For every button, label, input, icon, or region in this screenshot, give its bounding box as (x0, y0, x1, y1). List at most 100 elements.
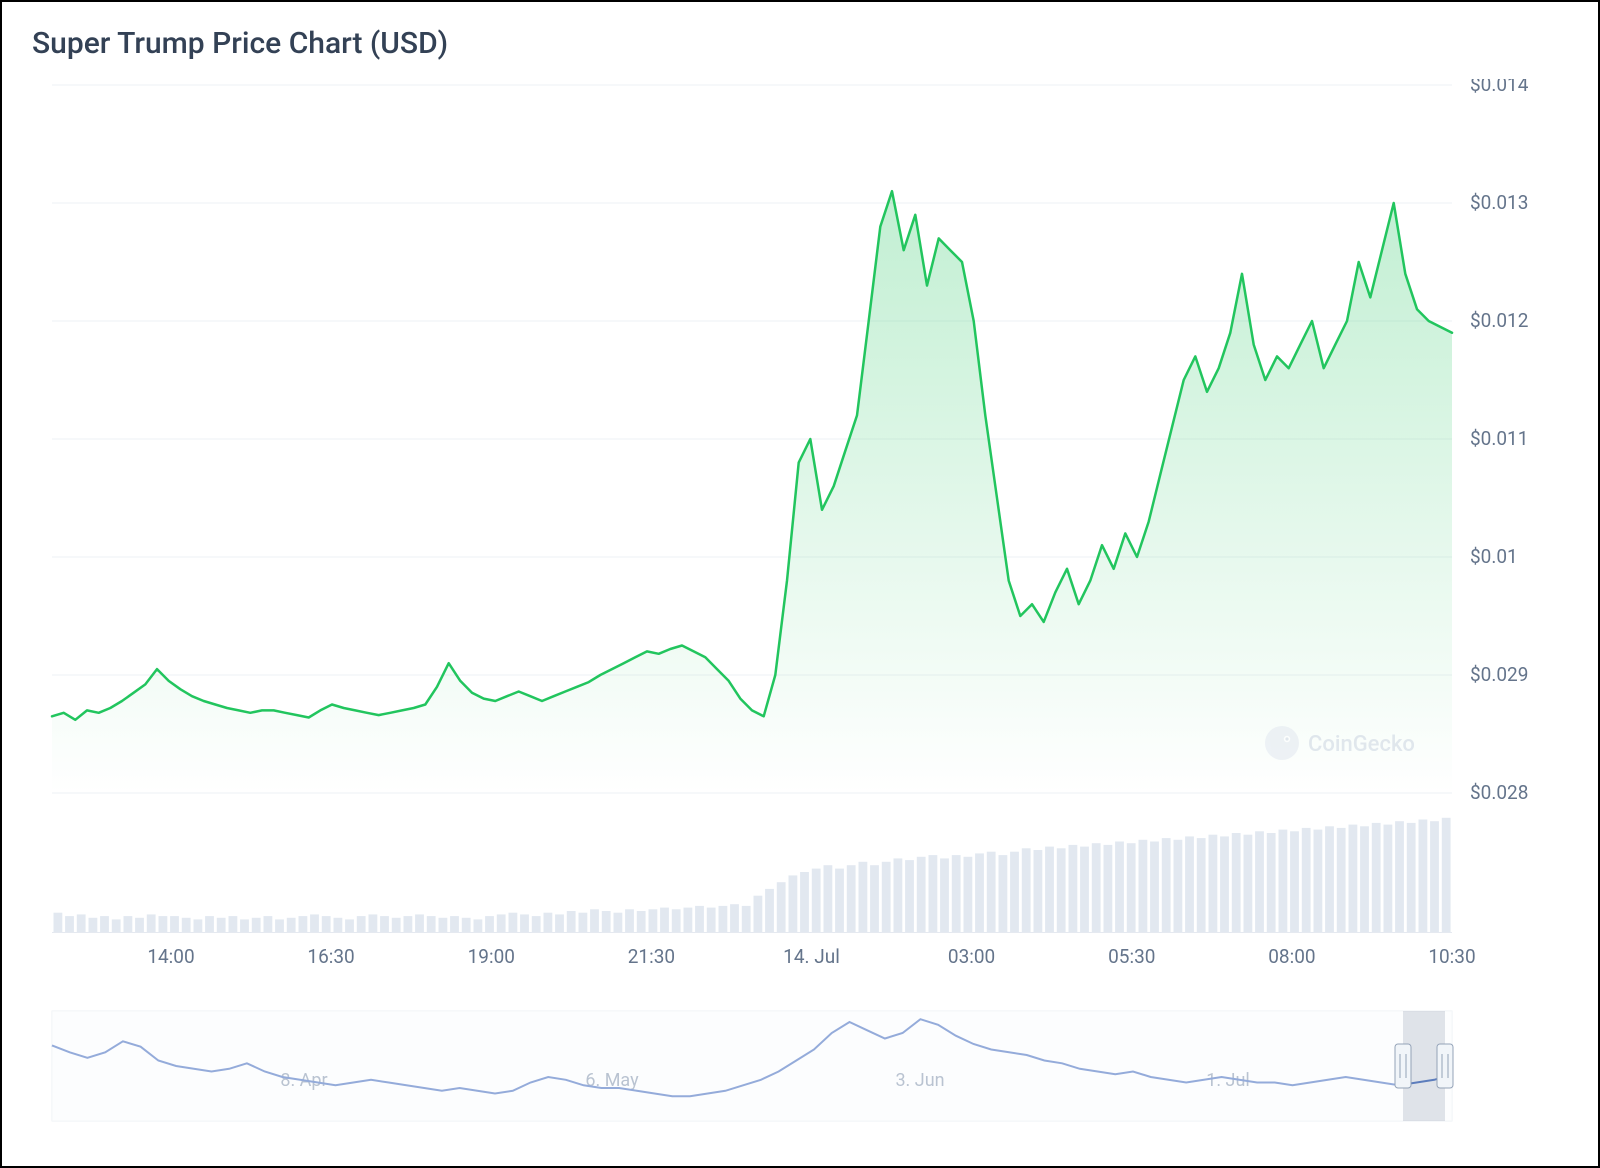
volume-bar (1255, 831, 1264, 933)
volume-bar (835, 869, 844, 933)
volume-bar (439, 918, 448, 933)
volume-bar (952, 855, 961, 933)
volume-bar (520, 914, 529, 933)
volume-bar (1395, 821, 1404, 933)
volume-bar (1384, 825, 1393, 933)
volume-bar (1115, 842, 1124, 934)
volume-bar (590, 909, 599, 933)
navigator-handle[interactable] (1395, 1044, 1411, 1088)
volume-bar (322, 916, 331, 933)
volume-bar (240, 919, 249, 933)
volume-bar (1419, 820, 1428, 934)
volume-bar (1337, 828, 1346, 933)
navigator-handle[interactable] (1437, 1044, 1453, 1088)
volume-bar (345, 919, 354, 933)
x-tick-label: 19:00 (468, 945, 515, 968)
volume-bar (182, 918, 191, 933)
volume-bar (894, 858, 903, 933)
volume-bar (1244, 835, 1253, 933)
volume-bar (567, 911, 576, 933)
volume-bar (1174, 840, 1183, 933)
volume-bar (964, 857, 973, 933)
volume-bar (1022, 848, 1031, 933)
volume-bar (1057, 848, 1066, 933)
y-tick-label: $0.014 (1470, 79, 1529, 96)
x-axis-area: 14:0016:3019:0021:3014. Jul03:0005:3008:… (32, 933, 1568, 979)
volume-bar (1197, 838, 1206, 933)
x-tick-label: 10:30 (1428, 945, 1475, 968)
volume-bar (1209, 835, 1218, 933)
volume-bar (1290, 831, 1299, 933)
volume-bar (637, 911, 646, 933)
volume-bar (89, 918, 98, 933)
volume-bar (450, 916, 459, 933)
volume-bar (987, 852, 996, 933)
volume-bar (369, 914, 378, 933)
volume-bar (1314, 830, 1323, 933)
volume-bar (847, 865, 856, 933)
volume-bar (940, 858, 949, 933)
volume-chart-area (32, 803, 1568, 933)
price-area-fill (52, 191, 1452, 793)
volume-bar (1150, 842, 1159, 934)
volume-bar (660, 908, 669, 933)
volume-bar (695, 906, 704, 933)
x-tick-label: 14:00 (147, 945, 194, 968)
volume-bar (719, 906, 728, 933)
volume-bar (485, 916, 494, 933)
volume-bar (882, 862, 891, 933)
volume-bar (229, 916, 238, 933)
volume-bar (859, 862, 868, 933)
volume-bar (614, 913, 623, 933)
volume-bar (474, 919, 483, 933)
volume-bar (54, 913, 63, 933)
volume-bar (287, 918, 296, 933)
volume-bar (1267, 833, 1276, 933)
volume-bar (870, 865, 879, 933)
volume-bar (1127, 843, 1136, 933)
volume-bar (1010, 852, 1019, 933)
volume-bar (1442, 818, 1451, 933)
volume-bar (625, 909, 634, 933)
y-tick-label: $0.013 (1470, 191, 1528, 214)
x-tick-label: 14. Jul (783, 945, 840, 968)
y-tick-label: $0.012 (1470, 309, 1528, 332)
volume-bar (252, 918, 261, 933)
volume-bar (159, 916, 168, 933)
volume-bar (135, 918, 144, 933)
volume-bar (100, 916, 109, 933)
volume-bar (824, 865, 833, 933)
volume-bar (765, 889, 774, 933)
price-chart[interactable]: $0.014$0.013$0.012$0.011$0.01$0.029$0.02… (32, 79, 1572, 799)
volume-bar (415, 914, 424, 933)
volume-bar (1430, 821, 1439, 933)
volume-bar (777, 882, 786, 933)
volume-bar (730, 904, 739, 933)
volume-bar (380, 916, 389, 933)
volume-bar (555, 914, 564, 933)
chart-title: Super Trump Price Chart (USD) (32, 26, 1568, 61)
y-tick-label: $0.028 (1470, 781, 1528, 799)
navigator-chart[interactable]: 8. Apr6. May3. Jun1. Jul (32, 1007, 1572, 1127)
volume-bar (1139, 840, 1148, 933)
volume-bar (427, 916, 436, 933)
volume-bar (707, 908, 716, 933)
x-tick-label: 21:30 (628, 945, 675, 968)
volume-bar (649, 909, 658, 933)
volume-bar (905, 860, 914, 933)
volume-bar (462, 918, 471, 933)
volume-bar (800, 872, 809, 933)
volume-bar (404, 916, 413, 933)
x-tick-label: 05:30 (1108, 945, 1155, 968)
volume-bar (1034, 850, 1043, 933)
volume-bar (205, 916, 214, 933)
volume-bar (509, 913, 518, 933)
x-tick-label: 08:00 (1268, 945, 1315, 968)
x-tick-label: 16:30 (307, 945, 354, 968)
volume-bar (1162, 838, 1171, 933)
navigator-area[interactable]: 8. Apr6. May3. Jun1. Jul (32, 1007, 1568, 1127)
volume-bar (275, 919, 284, 933)
watermark: CoinGecko (1265, 726, 1415, 760)
volume-bar (532, 916, 541, 933)
volume-bar (1092, 843, 1101, 933)
